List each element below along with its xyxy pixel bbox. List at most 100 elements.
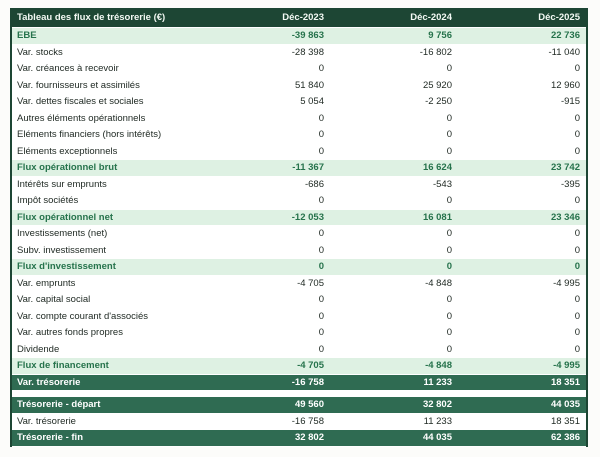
table-row: Dividende 0 0 0 bbox=[12, 341, 586, 358]
table-row: Flux opérationnel net -12 053 16 081 23 346 bbox=[12, 209, 586, 226]
row-label: Var. fournisseurs et assimilés bbox=[17, 79, 140, 91]
row-value: 18 351 bbox=[550, 415, 580, 427]
table-row: Trésorerie - fin 32 802 44 035 62 386 bbox=[12, 430, 586, 447]
table-body: EBE -39 863 9 756 22 736 Var. stocks -28 398 -… bbox=[12, 28, 586, 447]
row-value: -4 995 bbox=[553, 277, 580, 289]
row-label: Var. trésorerie bbox=[17, 415, 76, 427]
row-label: Var. trésorerie bbox=[17, 376, 81, 388]
table-row: Eléments exceptionnels 0 0 0 bbox=[12, 143, 586, 160]
table-row: Var. fournisseurs et assimilés 51 840 25 9… bbox=[12, 77, 586, 94]
row-value: 0 bbox=[446, 145, 452, 157]
row-value: 0 bbox=[574, 343, 580, 355]
table-row: Var. stocks -28 398 -16 802 -11 040 bbox=[12, 44, 586, 61]
row-value: 0 bbox=[318, 327, 324, 339]
row-value: -4 848 bbox=[425, 360, 452, 372]
row-value: 12 960 bbox=[550, 79, 580, 91]
row-value: 0 bbox=[318, 343, 324, 355]
row-value: 0 bbox=[574, 112, 580, 124]
row-label: Trésorerie - départ bbox=[17, 399, 101, 411]
row-value: -4 848 bbox=[425, 277, 452, 289]
row-value: 16 081 bbox=[422, 211, 452, 223]
row-value: 9 756 bbox=[428, 30, 452, 42]
row-label: Eléments exceptionnels bbox=[17, 145, 118, 157]
table-row: Var. créances à recevoir 0 0 0 bbox=[12, 61, 586, 78]
row-label: Dividende bbox=[17, 343, 60, 355]
row-value: 0 bbox=[318, 129, 324, 141]
row-value: 49 560 bbox=[294, 399, 324, 411]
row-value: -11 040 bbox=[548, 46, 580, 58]
row-value: 11 233 bbox=[423, 415, 452, 427]
row-value: 5 054 bbox=[300, 96, 324, 108]
row-value: 16 624 bbox=[422, 162, 452, 174]
row-label: Impôt sociétés bbox=[17, 195, 79, 207]
row-value: 0 bbox=[574, 228, 580, 240]
row-value: -4 995 bbox=[553, 360, 580, 372]
table-row: Var. autres fonds propres 0 0 0 bbox=[12, 325, 586, 342]
row-label: Var. capital social bbox=[17, 294, 91, 306]
row-value: -16 758 bbox=[291, 415, 324, 427]
table-header-row: Tableau des flux de trésorerie (€) Déc-2… bbox=[12, 8, 586, 28]
row-value: -16 758 bbox=[291, 376, 324, 388]
row-value: 44 035 bbox=[422, 432, 452, 444]
row-label: Var. créances à recevoir bbox=[17, 63, 119, 75]
row-value: 0 bbox=[446, 195, 452, 207]
row-value: 0 bbox=[446, 327, 452, 339]
row-value: -11 367 bbox=[292, 162, 324, 174]
row-value: 0 bbox=[574, 195, 580, 207]
table-row: Investissements (net) 0 0 0 bbox=[12, 226, 586, 243]
table-row: Impôt sociétés 0 0 0 bbox=[12, 193, 586, 210]
row-value: -4 705 bbox=[297, 360, 324, 372]
table-row: Var. compte courant d'associés 0 0 0 bbox=[12, 308, 586, 325]
row-value: -543 bbox=[432, 178, 452, 190]
row-value: 0 bbox=[446, 294, 452, 306]
table-row: Flux d'investissement 0 0 0 bbox=[12, 259, 586, 276]
row-value: 0 bbox=[318, 294, 324, 306]
row-value: 0 bbox=[574, 145, 580, 157]
row-value: 0 bbox=[318, 112, 324, 124]
row-label: Var. dettes fiscales et sociales bbox=[17, 96, 144, 108]
table-row: Trésorerie - départ 49 560 32 802 44 035 bbox=[12, 397, 586, 414]
row-value: -39 863 bbox=[291, 30, 324, 42]
row-value: 0 bbox=[574, 327, 580, 339]
table-row: Flux opérationnel brut -11 367 16 624 23 74… bbox=[12, 160, 586, 177]
row-value: 0 bbox=[446, 112, 452, 124]
table-row: Flux de financement -4 705 -4 848 -4 995 bbox=[12, 358, 586, 375]
table-row: Subv. investissement 0 0 0 bbox=[12, 242, 586, 259]
row-value: 0 bbox=[574, 244, 580, 256]
row-value: -16 802 bbox=[419, 46, 452, 58]
row-value: 0 bbox=[446, 228, 452, 240]
row-value: 0 bbox=[318, 261, 324, 273]
table-title: Tableau des flux de trésorerie (€) bbox=[17, 12, 166, 23]
table-row: Var. capital social 0 0 0 bbox=[12, 292, 586, 309]
row-label: Autres éléments opérationnels bbox=[17, 112, 146, 124]
row-label: Var. emprunts bbox=[17, 277, 76, 289]
column-header-dec-2025: Déc-2025 bbox=[538, 12, 580, 23]
row-value: 22 736 bbox=[550, 30, 580, 42]
row-label: Flux opérationnel brut bbox=[17, 162, 118, 174]
row-value: 51 840 bbox=[294, 79, 324, 91]
row-value: -12 053 bbox=[291, 211, 324, 223]
row-value: 0 bbox=[318, 310, 324, 322]
row-value: 0 bbox=[446, 129, 452, 141]
row-value: -915 bbox=[560, 96, 580, 108]
row-value: 0 bbox=[446, 244, 452, 256]
row-value: 0 bbox=[574, 63, 580, 75]
table-row: EBE -39 863 9 756 22 736 bbox=[12, 28, 586, 45]
row-value: 0 bbox=[574, 129, 580, 141]
table-row: Var. dettes fiscales et sociales 5 054 -2 … bbox=[12, 94, 586, 111]
row-value: 0 bbox=[574, 294, 580, 306]
cash-flow-table: Tableau des flux de trésorerie (€) Déc-2… bbox=[10, 8, 588, 447]
row-label: Flux opérationnel net bbox=[17, 211, 114, 223]
row-value: 23 346 bbox=[550, 211, 580, 223]
table-row: Var. trésorerie -16 758 11 233 18 351 bbox=[12, 374, 586, 391]
row-value: 0 bbox=[318, 195, 324, 207]
row-value: 0 bbox=[446, 261, 452, 273]
row-value: 32 802 bbox=[294, 432, 324, 444]
row-value: 0 bbox=[574, 261, 580, 273]
spacer-row bbox=[12, 391, 586, 397]
row-value: 0 bbox=[318, 228, 324, 240]
table-row: Var. emprunts -4 705 -4 848 -4 995 bbox=[12, 275, 586, 292]
row-value: 25 920 bbox=[422, 79, 452, 91]
row-label: Var. autres fonds propres bbox=[17, 327, 123, 339]
row-value: -686 bbox=[304, 178, 324, 190]
